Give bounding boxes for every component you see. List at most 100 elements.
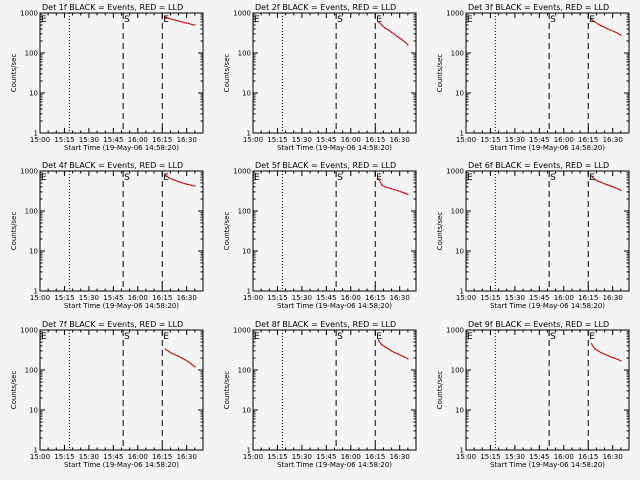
x-tick-label: 16:00 [128,453,148,461]
x-tick-label: 16:00 [128,294,148,302]
marker-label: E [163,15,169,25]
lld-data-point [377,339,380,342]
x-tick-label: 15:15 [54,453,74,461]
lld-data-point [384,186,386,188]
marker-label: E [467,15,473,25]
lld-data-point [377,21,380,23]
x-tick-label: 15:15 [54,294,74,302]
x-tick-label: 16:15 [578,136,598,144]
lld-data-point [187,22,190,25]
lld-data-point [597,23,599,25]
y-tick-label: 1000 [446,327,464,335]
x-tick-label: 15:45 [529,453,549,461]
lld-data-point [397,353,399,355]
lld-data-point [390,31,393,33]
y-axis-label: Counts/sec [10,371,18,410]
x-tick-label: 16:30 [177,294,197,302]
marker-label: S [337,332,343,342]
lld-data-point [184,359,186,361]
lld-data-point [597,350,599,352]
marker-label: E [376,332,382,342]
marker-label: S [337,15,343,25]
x-tick-label: 15:15 [267,294,287,302]
lld-data-point [407,358,409,360]
x-tick-label: 15:45 [316,453,336,461]
y-axis-label: Counts/sec [10,54,18,93]
y-tick-label: 1 [460,130,464,138]
x-tick-label: 15:45 [103,294,123,302]
panel-title: Det 3f BLACK = Events, RED = LLD [468,3,609,12]
marker-label: E [467,332,473,342]
y-tick-label: 10 [455,90,464,98]
detector-panel: Det 7f BLACK = Events, RED = LLD 1 10 100 10… [10,320,204,469]
marker-label: E [41,173,47,183]
y-tick-label: 10 [242,248,251,256]
x-tick-label: 16:00 [554,136,574,144]
x-tick-label: 15:15 [480,294,500,302]
y-tick-label: 100 [451,50,464,58]
lld-series-line [591,18,622,36]
marker-label: E [41,332,47,342]
x-tick-label: 15:00 [30,136,50,144]
lld-data-point [187,361,190,363]
panel-title: Det 2f BLACK = Events, RED = LLD [255,3,396,12]
lld-data-point [607,184,609,186]
lld-data-point [190,184,193,186]
lld-data-point [381,343,383,346]
lld-data-point [400,38,403,41]
lld-data-point [164,174,167,176]
marker-label: E [41,15,47,25]
x-tick-label: 15:00 [456,294,476,302]
y-tick-label: 1000 [446,10,464,18]
lld-series-line [165,174,195,187]
lld-data-point [174,19,176,21]
marker-label: S [550,173,556,183]
y-tick-label: 1 [34,130,38,138]
lld-data-point [177,181,180,183]
marker-label: E [376,15,382,25]
marker-label: S [550,332,556,342]
panel-title: Det 9f BLACK = Events, RED = LLD [468,320,609,329]
lld-data-point [177,355,180,358]
plot-frame [252,329,417,451]
marker-label: E [589,332,595,342]
x-tick-label: 16:30 [603,453,623,461]
x-tick-label: 15:30 [79,453,99,461]
x-tick-label: 16:15 [365,294,385,302]
plot-frame [465,329,630,451]
lld-data-point [603,353,606,355]
lld-data-point [377,177,380,180]
y-tick-label: 100 [238,208,251,216]
x-tick-label: 15:45 [529,136,549,144]
marker-label: E [376,173,382,183]
lld-data-point [610,356,612,358]
lld-series-line [591,175,622,191]
lld-data-point [181,181,183,184]
lld-data-point [403,41,406,43]
lld-data-point [603,26,606,28]
lld-data-point [194,185,196,187]
marker-label: E [254,332,260,342]
x-tick-label: 16:30 [390,136,410,144]
x-tick-label: 15:45 [529,294,549,302]
lld-data-point [187,183,190,186]
lld-series-line [591,343,622,362]
lld-series-line [378,21,409,46]
y-tick-label: 100 [25,208,38,216]
x-tick-label: 15:00 [30,453,50,461]
lld-data-point [387,187,389,189]
lld-data-point [164,348,167,350]
panel-title: Det 7f BLACK = Events, RED = LLD [42,320,183,329]
x-tick-label: 16:00 [341,294,361,302]
y-tick-label: 1000 [20,168,38,176]
lld-data-point [171,352,173,355]
lld-data-point [620,34,622,36]
lld-data-point [184,183,186,185]
lld-data-point [600,25,602,27]
lld-data-point [616,32,619,35]
x-tick-label: 16:15 [152,136,172,144]
lld-data-point [613,31,616,33]
x-tick-label: 15:15 [267,453,287,461]
marker-label: S [124,332,130,342]
lld-data-point [397,36,399,38]
